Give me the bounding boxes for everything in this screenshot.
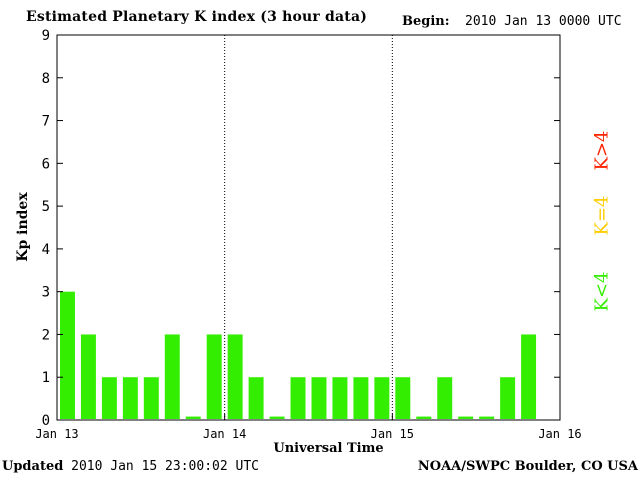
kp-bar	[500, 377, 516, 419]
y-tick-label: 6	[42, 156, 50, 172]
kp-bar	[101, 377, 117, 419]
kp-bar	[479, 416, 495, 419]
updated-label: Updated	[2, 459, 64, 474]
kp-bar	[437, 377, 453, 419]
legend-high: K>4	[591, 130, 613, 171]
kp-bar	[290, 377, 306, 419]
y-tick-label: 8	[42, 71, 50, 87]
legend-mid: K=4	[591, 195, 613, 236]
kp-bar	[395, 377, 411, 419]
kp-bar	[416, 416, 432, 419]
kp-bar	[521, 334, 537, 419]
x-tick-label: Jan 15	[371, 427, 414, 441]
x-tick-label: Jan 16	[538, 427, 581, 441]
kp-bar	[458, 416, 474, 419]
kp-bar	[311, 377, 327, 419]
y-tick-label: 7	[42, 114, 50, 130]
y-tick-label: 5	[42, 199, 50, 215]
y-tick-label: 2	[42, 327, 50, 343]
credit: NOAA/SWPC Boulder, CO USA	[417, 459, 638, 474]
kp-bar	[353, 377, 369, 419]
begin-value: 2010 Jan 13 0000 UTC	[465, 14, 622, 29]
legend-low: K<4	[591, 271, 613, 312]
kp-bar	[248, 377, 264, 419]
kp-bar	[227, 334, 243, 419]
updated-value: 2010 Jan 15 23:00:02 UTC	[71, 459, 259, 474]
chart-title: Estimated Planetary K index (3 hour data…	[26, 9, 368, 25]
y-tick-label: 0	[42, 413, 50, 429]
kp-bar	[206, 334, 222, 419]
kp-bar	[164, 334, 180, 419]
y-tick-label: 4	[42, 242, 50, 258]
kp-bar	[269, 416, 285, 419]
updated-timestamp: Updated 2010 Jan 15 23:00:02 UTC	[2, 459, 259, 474]
kp-bar	[185, 416, 201, 419]
kp-bar	[143, 377, 159, 419]
y-axis-label: Kp index	[15, 192, 31, 262]
kp-bar	[80, 334, 96, 419]
x-tick-label: Jan 13	[35, 427, 78, 441]
kp-bar	[374, 377, 390, 419]
y-tick-label: 3	[42, 285, 50, 301]
x-axis-label: Universal Time	[273, 441, 383, 456]
kp-bar	[122, 377, 138, 419]
kp-bar	[332, 377, 348, 419]
kp-bar	[60, 291, 75, 419]
y-tick-label: 1	[42, 370, 50, 386]
plot-frame	[56, 34, 561, 421]
begin-label: Begin:	[402, 14, 450, 29]
y-tick-label: 9	[42, 28, 50, 44]
x-tick-label: Jan 14	[203, 427, 246, 441]
